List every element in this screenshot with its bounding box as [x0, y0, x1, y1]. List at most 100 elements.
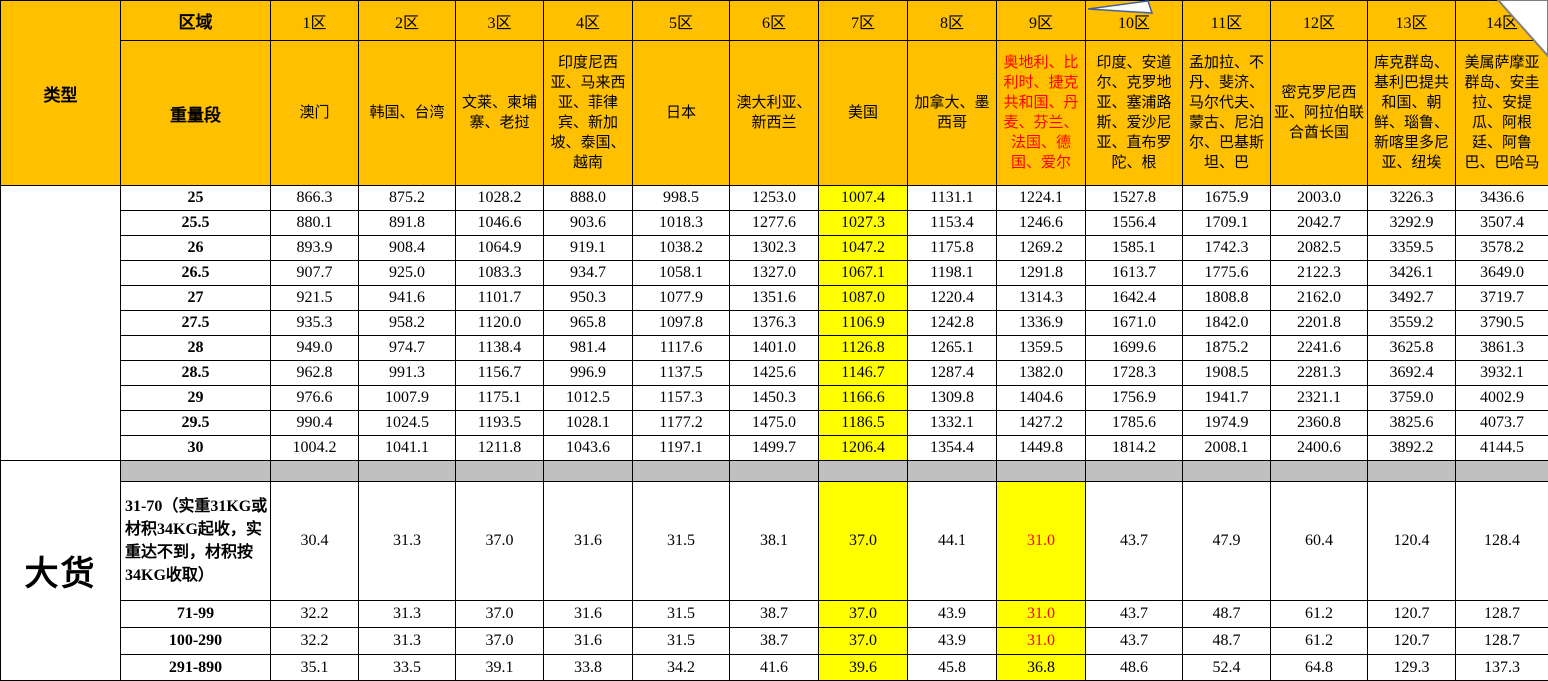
weight-cell[interactable]: 30	[121, 436, 271, 461]
rate-cell[interactable]: 3649.0	[1456, 261, 1548, 286]
rate-cell[interactable]: 64.8	[1271, 655, 1368, 681]
rate-cell[interactable]: 31.6	[544, 601, 633, 628]
separator-cell[interactable]	[1271, 461, 1368, 482]
rate-cell[interactable]: 37.0	[819, 628, 908, 655]
rate-cell[interactable]: 1336.9	[997, 311, 1086, 336]
rate-cell[interactable]: 1007.9	[359, 386, 456, 411]
weight-cell[interactable]: 31-70（实重31KG或材积34KG起收，实重达不到，材积按34KG收取）	[121, 482, 271, 601]
rate-cell[interactable]: 1842.0	[1183, 311, 1271, 336]
rate-cell[interactable]: 39.1	[456, 655, 544, 681]
rate-cell[interactable]: 52.4	[1183, 655, 1271, 681]
rate-cell[interactable]: 1427.2	[997, 411, 1086, 436]
rate-cell[interactable]: 1138.4	[456, 336, 544, 361]
rate-cell[interactable]: 976.6	[271, 386, 359, 411]
weight-cell[interactable]: 25	[121, 186, 271, 211]
rate-cell[interactable]: 31.6	[544, 482, 633, 601]
rate-cell[interactable]: 1908.5	[1183, 361, 1271, 386]
rate-cell[interactable]: 1012.5	[544, 386, 633, 411]
rate-cell[interactable]: 1004.2	[271, 436, 359, 461]
rate-cell[interactable]: 1450.3	[730, 386, 819, 411]
rate-cell[interactable]: 880.1	[271, 211, 359, 236]
zone-countries-14[interactable]: 美属萨摩亚群岛、安圭拉、安提瓜、阿根廷、阿鲁巴、巴哈马	[1456, 41, 1548, 186]
zone-header-1[interactable]: 1区	[271, 1, 359, 41]
rate-cell[interactable]: 1332.1	[908, 411, 997, 436]
rate-cell[interactable]: 1087.0	[819, 286, 908, 311]
rate-cell[interactable]: 1404.6	[997, 386, 1086, 411]
rate-cell[interactable]: 1941.7	[1183, 386, 1271, 411]
rate-cell[interactable]: 37.0	[456, 601, 544, 628]
rate-cell[interactable]: 3226.3	[1368, 186, 1456, 211]
rate-cell[interactable]: 1177.2	[633, 411, 730, 436]
rate-cell[interactable]: 3932.1	[1456, 361, 1548, 386]
weight-cell[interactable]: 26.5	[121, 261, 271, 286]
rate-cell[interactable]: 1198.1	[908, 261, 997, 286]
rate-cell[interactable]: 2400.6	[1271, 436, 1368, 461]
rate-cell[interactable]: 120.7	[1368, 601, 1456, 628]
rate-cell[interactable]: 37.0	[819, 482, 908, 601]
rate-cell[interactable]: 919.1	[544, 236, 633, 261]
region-header[interactable]: 区域	[121, 1, 271, 41]
rate-cell[interactable]: 128.4	[1456, 482, 1548, 601]
zone-header-13[interactable]: 13区	[1368, 1, 1456, 41]
rate-cell[interactable]: 47.9	[1183, 482, 1271, 601]
rate-cell[interactable]: 48.7	[1183, 628, 1271, 655]
rate-cell[interactable]: 1814.2	[1086, 436, 1183, 461]
weight-cell[interactable]: 27	[121, 286, 271, 311]
zone-countries-9[interactable]: 奥地利、比利时、捷克共和国、丹麦、芬兰、法国、德国、爱尔	[997, 41, 1086, 186]
rate-cell[interactable]: 1224.1	[997, 186, 1086, 211]
rate-cell[interactable]: 3426.1	[1368, 261, 1456, 286]
rate-cell[interactable]: 981.4	[544, 336, 633, 361]
rate-cell[interactable]: 38.1	[730, 482, 819, 601]
rate-cell[interactable]: 1153.4	[908, 211, 997, 236]
rate-cell[interactable]: 2122.3	[1271, 261, 1368, 286]
rate-cell[interactable]: 935.3	[271, 311, 359, 336]
rate-cell[interactable]: 2042.7	[1271, 211, 1368, 236]
rate-cell[interactable]: 1302.3	[730, 236, 819, 261]
zone-header-3[interactable]: 3区	[456, 1, 544, 41]
rate-cell[interactable]: 31.5	[633, 628, 730, 655]
rate-cell[interactable]: 60.4	[1271, 482, 1368, 601]
rate-cell[interactable]: 1449.8	[997, 436, 1086, 461]
rate-cell[interactable]: 965.8	[544, 311, 633, 336]
rate-cell[interactable]: 43.7	[1086, 482, 1183, 601]
weight-cell[interactable]: 291-890	[121, 655, 271, 681]
rate-cell[interactable]: 1186.5	[819, 411, 908, 436]
rate-cell[interactable]: 44.1	[908, 482, 997, 601]
rate-cell[interactable]: 3625.8	[1368, 336, 1456, 361]
rate-cell[interactable]: 934.7	[544, 261, 633, 286]
rate-cell[interactable]: 31.6	[544, 628, 633, 655]
zone-header-4[interactable]: 4区	[544, 1, 633, 41]
zone-header-5[interactable]: 5区	[633, 1, 730, 41]
rate-cell[interactable]: 39.6	[819, 655, 908, 681]
rate-cell[interactable]: 1351.6	[730, 286, 819, 311]
rate-cell[interactable]: 1376.3	[730, 311, 819, 336]
zone-header-8[interactable]: 8区	[908, 1, 997, 41]
weight-cell[interactable]: 71-99	[121, 601, 271, 628]
rate-cell[interactable]: 48.7	[1183, 601, 1271, 628]
rate-cell[interactable]: 38.7	[730, 601, 819, 628]
rate-cell[interactable]: 1041.1	[359, 436, 456, 461]
rate-cell[interactable]: 1775.6	[1183, 261, 1271, 286]
rate-cell[interactable]: 2082.5	[1271, 236, 1368, 261]
rate-cell[interactable]: 1709.1	[1183, 211, 1271, 236]
rate-cell[interactable]: 1193.5	[456, 411, 544, 436]
rate-cell[interactable]: 31.5	[633, 601, 730, 628]
rate-cell[interactable]: 1064.9	[456, 236, 544, 261]
rate-cell[interactable]: 1309.8	[908, 386, 997, 411]
rate-cell[interactable]: 41.6	[730, 655, 819, 681]
rate-cell[interactable]: 31.3	[359, 482, 456, 601]
separator-cell[interactable]	[1456, 461, 1548, 482]
rate-cell[interactable]: 43.9	[908, 601, 997, 628]
rate-cell[interactable]: 128.7	[1456, 601, 1548, 628]
weight-cell[interactable]: 29.5	[121, 411, 271, 436]
rate-cell[interactable]: 1425.6	[730, 361, 819, 386]
separator-cell[interactable]	[730, 461, 819, 482]
rate-cell[interactable]: 908.4	[359, 236, 456, 261]
rate-cell[interactable]: 3825.6	[1368, 411, 1456, 436]
rate-cell[interactable]: 1220.4	[908, 286, 997, 311]
rate-cell[interactable]: 1742.3	[1183, 236, 1271, 261]
rate-cell[interactable]: 3790.5	[1456, 311, 1548, 336]
separator-cell[interactable]	[819, 461, 908, 482]
rate-cell[interactable]: 1046.6	[456, 211, 544, 236]
zone-header-9[interactable]: 9区	[997, 1, 1086, 41]
